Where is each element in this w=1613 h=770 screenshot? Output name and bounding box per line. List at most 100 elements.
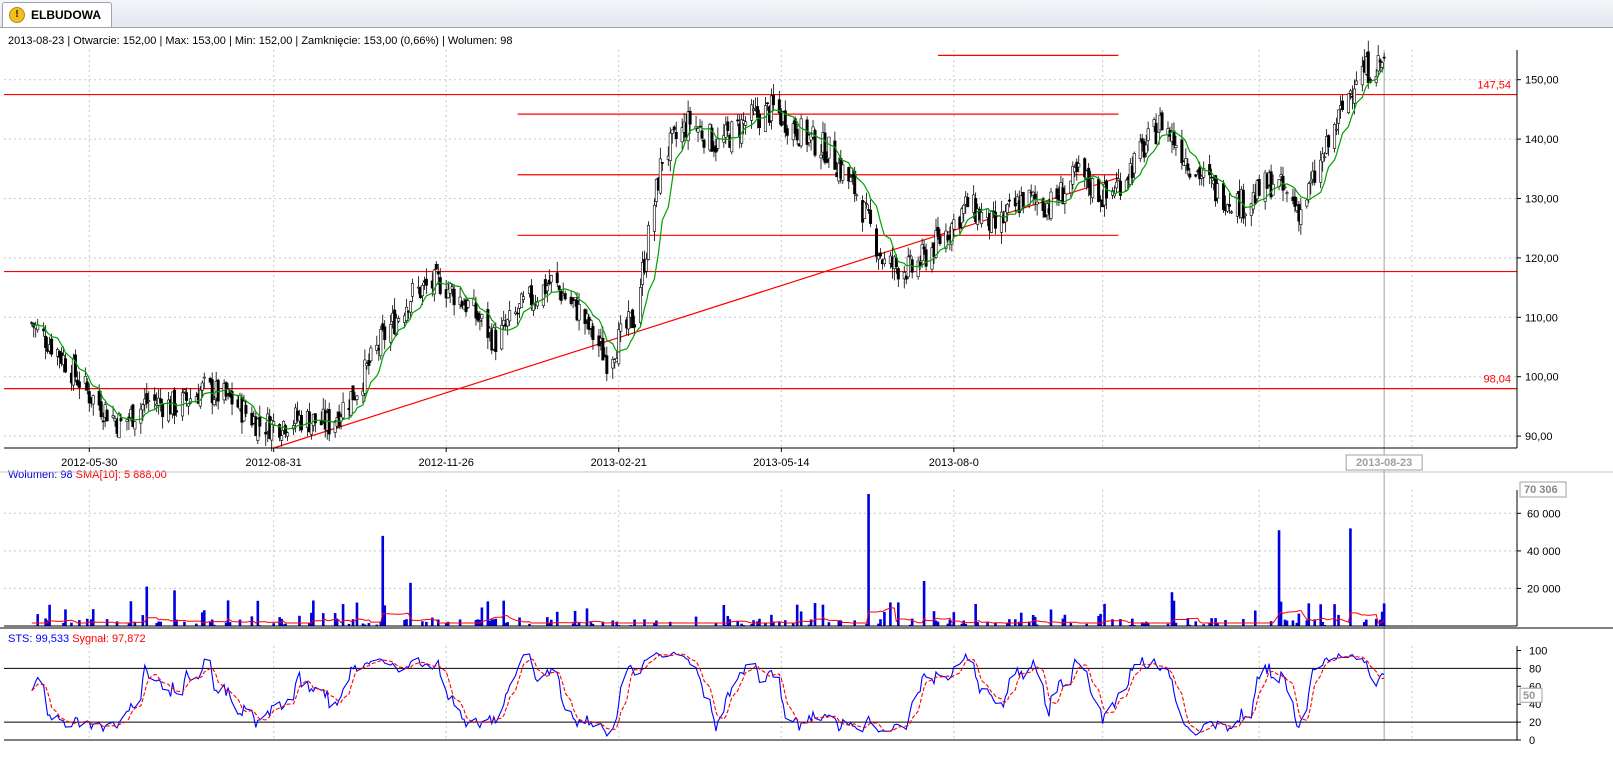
candle-body	[1114, 181, 1118, 189]
candle-body	[363, 359, 367, 394]
candle-body	[383, 326, 387, 341]
candle-body	[714, 145, 718, 153]
volume-bar	[1283, 619, 1287, 626]
candle-body	[922, 246, 926, 250]
candle-body	[531, 303, 535, 311]
tab-elbudowa[interactable]: ! ELBUDOWA	[2, 2, 112, 27]
candle-body	[1144, 144, 1148, 154]
candle-body	[825, 158, 829, 163]
candle-body	[432, 269, 436, 295]
volume-bar	[950, 624, 954, 626]
candle-body	[113, 418, 117, 422]
candle-body	[641, 262, 645, 285]
price-panel[interactable]: 147,54 98,04	[4, 40, 1517, 740]
volume-bar	[795, 604, 799, 626]
candle-body	[1340, 100, 1344, 110]
candle-body	[589, 320, 593, 329]
candle-body	[97, 390, 101, 406]
volume-bar	[212, 624, 216, 626]
candle-body	[1346, 93, 1350, 114]
volume-bar	[694, 616, 698, 626]
candle-body	[865, 203, 869, 205]
candle-body	[563, 293, 567, 300]
candle-body	[341, 402, 345, 419]
candle-body	[1118, 180, 1122, 196]
volume-bar	[431, 617, 434, 626]
candle-body	[674, 132, 678, 140]
volume-bar	[758, 618, 761, 626]
volume-legend: Wolumen: 98 SMA[10]: 5 888,00	[8, 469, 167, 481]
y-tick-label: 0	[1529, 735, 1535, 747]
sts-cursor-label: 50	[1523, 690, 1535, 702]
candle-body	[819, 154, 823, 159]
volume-bar	[948, 619, 952, 626]
candle-body	[1194, 174, 1198, 177]
candle-body	[1124, 179, 1128, 191]
candle-body	[1366, 51, 1370, 83]
signal-legend-label: Sygnał: 97,872	[72, 633, 145, 645]
y-tick-label: 110,00	[1525, 312, 1558, 324]
volume-bar	[355, 602, 359, 626]
volume-bar	[1210, 618, 1213, 626]
candle-body	[333, 420, 337, 433]
candle-body	[434, 263, 438, 270]
volume-bar	[555, 611, 559, 626]
candle-body	[962, 205, 966, 214]
candle-body	[212, 399, 216, 405]
candle-body	[1293, 196, 1297, 207]
candle-body	[529, 285, 533, 306]
volume-bar	[827, 622, 831, 626]
candle-body	[1210, 176, 1214, 179]
candle-body	[1352, 88, 1356, 104]
candle-body	[750, 104, 754, 121]
volume-bar	[1131, 618, 1134, 626]
candle-body	[557, 285, 561, 290]
chart-area[interactable]: 147,54 98,04 Wolumen: 98 SMA[10]: 5 888,0…	[0, 28, 1613, 770]
candle-body	[668, 132, 672, 162]
candle-body	[30, 322, 34, 324]
candle-body	[381, 323, 385, 330]
volume-bar	[444, 622, 448, 626]
candle-body	[397, 318, 401, 322]
candle-body	[875, 228, 879, 257]
volume-bar	[740, 623, 743, 626]
volume-bar	[837, 620, 841, 626]
volume-bar	[1319, 604, 1322, 626]
volume-bar	[1027, 621, 1031, 626]
candle-body	[658, 158, 662, 194]
cursor-date-label: 2013-08-23	[1356, 457, 1412, 469]
candle-body	[1253, 195, 1257, 204]
volume-bar	[1194, 621, 1198, 626]
candle-body	[1138, 140, 1142, 159]
candle-body	[105, 409, 109, 422]
candle-body	[409, 301, 413, 313]
sts-panel[interactable]: STS: 99,533 Sygnał: 97,872	[4, 633, 1517, 737]
candle-body	[508, 310, 512, 322]
candle-body	[724, 124, 728, 138]
candle-body	[63, 358, 67, 373]
volume-bar	[548, 622, 551, 626]
volume-bar	[89, 619, 93, 626]
candle-body	[555, 272, 559, 283]
volume-bar	[974, 604, 977, 626]
volume-bar	[986, 621, 989, 626]
volume-bar	[1202, 624, 1205, 626]
volume-bar	[312, 600, 315, 626]
candle-body	[1005, 204, 1009, 214]
candle-body	[1174, 145, 1178, 148]
candle-body	[438, 277, 442, 294]
candle-body	[882, 258, 886, 265]
candle-body	[545, 285, 549, 292]
volume-bar	[1166, 623, 1170, 626]
candle-body	[611, 358, 615, 369]
volume-bar	[183, 621, 186, 626]
candle-body	[1069, 180, 1073, 194]
volume-bar	[1140, 622, 1144, 626]
candle-body	[1077, 163, 1081, 168]
volume-bar	[127, 623, 131, 626]
volume-bar	[960, 623, 964, 626]
candle-body	[1172, 130, 1176, 146]
volume-bar	[115, 621, 119, 626]
volume-bar	[1006, 622, 1009, 626]
y-tick-label: 80	[1529, 663, 1541, 675]
